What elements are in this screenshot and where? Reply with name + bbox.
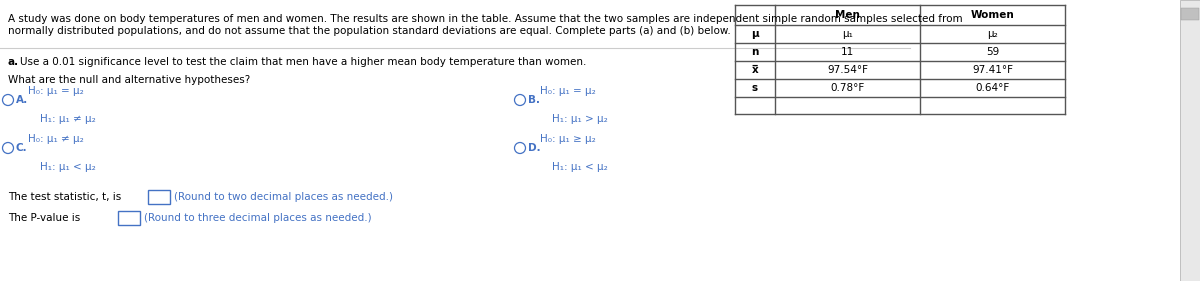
Text: B.: B.	[528, 95, 540, 105]
Text: Women: Women	[971, 10, 1014, 20]
Bar	[1180, 0, 1200, 281]
Text: Use a 0.01 significance level to test the claim that men have a higher mean body: Use a 0.01 significance level to test th…	[20, 57, 587, 67]
Bar	[148, 190, 170, 204]
Text: μ₂: μ₂	[988, 29, 998, 39]
Text: A.: A.	[16, 95, 29, 105]
Text: H₀: μ₁ ≠ μ₂: H₀: μ₁ ≠ μ₂	[28, 135, 84, 144]
Text: The test statistic, t, is: The test statistic, t, is	[8, 192, 121, 202]
Text: 0.64°F: 0.64°F	[976, 83, 1009, 93]
Text: 0.78°F: 0.78°F	[830, 83, 865, 93]
Text: H₀: μ₁ = μ₂: H₀: μ₁ = μ₂	[28, 87, 84, 96]
Bar	[1181, 8, 1199, 20]
Text: H₁: μ₁ < μ₂: H₁: μ₁ < μ₂	[40, 162, 96, 172]
Text: s: s	[752, 83, 758, 93]
Text: (Round to three decimal places as needed.): (Round to three decimal places as needed…	[144, 213, 372, 223]
Text: Men: Men	[835, 10, 860, 20]
Text: μ₁: μ₁	[842, 29, 853, 39]
Text: H₁: μ₁ ≠ μ₂: H₁: μ₁ ≠ μ₂	[40, 114, 96, 124]
Text: H₀: μ₁ = μ₂: H₀: μ₁ = μ₂	[540, 87, 595, 96]
Text: a.: a.	[8, 57, 19, 67]
Text: μ: μ	[751, 29, 758, 39]
Text: 59: 59	[986, 47, 1000, 57]
Text: n: n	[751, 47, 758, 57]
Text: x̅: x̅	[751, 65, 758, 75]
Text: 97.41°F: 97.41°F	[972, 65, 1013, 75]
Text: D.: D.	[528, 143, 541, 153]
Text: What are the null and alternative hypotheses?: What are the null and alternative hypoth…	[8, 75, 251, 85]
Bar	[118, 211, 140, 225]
Text: A study was done on body temperatures of men and women. The results are shown in: A study was done on body temperatures of…	[8, 14, 962, 24]
Text: 11: 11	[841, 47, 854, 57]
Text: normally distributed populations, and do not assume that the population standard: normally distributed populations, and do…	[8, 26, 731, 36]
Text: (Round to two decimal places as needed.): (Round to two decimal places as needed.)	[174, 192, 394, 202]
Text: H₁: μ₁ > μ₂: H₁: μ₁ > μ₂	[552, 114, 607, 124]
Text: The P-value is: The P-value is	[8, 213, 80, 223]
Text: 97.54°F: 97.54°F	[827, 65, 868, 75]
Text: C.: C.	[16, 143, 28, 153]
Text: H₁: μ₁ < μ₂: H₁: μ₁ < μ₂	[552, 162, 607, 172]
Text: H₀: μ₁ ≥ μ₂: H₀: μ₁ ≥ μ₂	[540, 135, 595, 144]
